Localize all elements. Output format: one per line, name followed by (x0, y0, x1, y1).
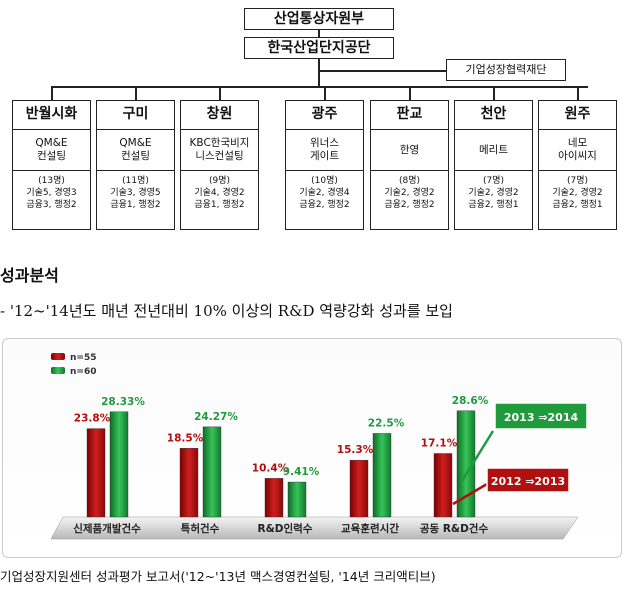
legend-label: n=55 (70, 353, 96, 363)
callout-arrow (460, 430, 495, 482)
category-label: 신제품개발건수 (73, 522, 141, 535)
connector (324, 86, 326, 100)
category-label: 교육훈련시간 (341, 522, 399, 535)
connector (51, 86, 588, 88)
chart-panel: n=55 n=60 23.8% 28.33% 신제품개발건수 18.5% 24.27% 특허… (2, 338, 622, 558)
connector (577, 86, 579, 100)
branch-box: 원주 네모 아이씨지 (7명) 기술2, 경영2 금융2, 행정1 (538, 100, 617, 230)
callout-box-2013-2014 (494, 402, 588, 430)
bar-value-label: 18.5% (167, 432, 204, 444)
bar-value-label: 24.27% (194, 411, 238, 423)
branch-consultant: 한영 (371, 130, 448, 171)
chart-bars: 23.8% 28.33% 신제품개발건수 18.5% 24.27% 특허건수 10.4%9.… (73, 395, 489, 535)
branch-consultant: KBC한국비지 니스컨설팅 (181, 130, 258, 171)
org-agency: 한국산업단지공단 (244, 37, 394, 59)
callout-box-2012-2013 (486, 467, 570, 493)
bar-value-label: 10.4% (252, 462, 289, 474)
connector (318, 70, 446, 72)
chart-callouts: 2013 ⇒2014 2012 ⇒2013 (452, 402, 588, 506)
bar-n55 (86, 428, 106, 518)
branch-name: 창원 (181, 101, 258, 130)
bar-value-label: 28.6% (452, 395, 489, 407)
connector (51, 86, 53, 100)
branch-box: 천안 메리트 (7명) 기술2, 경영2 금융2, 행정1 (454, 100, 533, 230)
section-subtitle: - '12~'14년도 매년 전년대비 10% 이상의 R&D 역량강화 성과를… (0, 302, 453, 320)
org-foundation: 기업성장협력재단 (446, 59, 566, 81)
bar-n60 (109, 411, 129, 518)
category-label: R&D인력수 (258, 522, 313, 535)
bar-value-label: 17.1% (421, 437, 458, 449)
branch-consultant: 네모 아이씨지 (539, 130, 616, 171)
branch-staff: (8명) 기술2, 경영2 금융2, 행정2 (384, 176, 435, 210)
branch-box: 광주 위너스 게이트 (10명) 기술2, 경영4 금융2, 행정2 (285, 100, 364, 230)
bar-n60 (456, 410, 476, 518)
branch-consultant: QM&E 컨설팅 (97, 130, 174, 171)
bar-n60 (202, 426, 222, 518)
category-label: 특허건수 (181, 522, 220, 535)
chart-base-platform (50, 516, 579, 540)
branch-consultant: QM&E 컨설팅 (13, 130, 90, 171)
legend-swatch (51, 353, 65, 360)
branch-consultant: 메리트 (455, 130, 532, 171)
branch-name: 판교 (371, 101, 448, 130)
branch-box: 판교 한영 (8명) 기술2, 경영2 금융2, 행정2 (370, 100, 449, 230)
bar-n60 (372, 433, 392, 518)
connector (493, 86, 495, 100)
category-label: 공동 R&D건수 (420, 522, 489, 535)
bar-value-label: 22.5% (368, 417, 405, 429)
bar-value-label: 15.3% (337, 444, 374, 456)
branch-staff: (7명) 기술2, 경영2 금융2, 행정1 (552, 176, 603, 210)
callout-label: 2012 ⇒2013 (491, 475, 565, 488)
connector (219, 86, 221, 100)
branch-staff: (9명) 기술4, 경영2 금융1, 행정2 (194, 176, 245, 210)
bar-n60 (287, 481, 307, 518)
connector (409, 86, 411, 100)
branch-name: 천안 (455, 101, 532, 130)
connector (135, 86, 137, 100)
branch-name: 광주 (286, 101, 363, 130)
branch-box: 반월시화 QM&E 컨설팅 (13명) 기술5, 경영3 금융3, 행정2 (12, 100, 91, 230)
footnote: 기업성장지원센터 성과평가 보고서('12~'13년 맥스경영컨설팅, '14년… (0, 569, 436, 584)
performance-bar-chart: n=55 n=60 23.8% 28.33% 신제품개발건수 18.5% 24.27% 특허… (50, 353, 588, 540)
branch-staff: (13명) 기술5, 경영3 금융3, 행정2 (26, 176, 77, 210)
branch-staff: (11명) 기술3, 경영5 금융1, 행정2 (110, 176, 161, 210)
branch-name: 구미 (97, 101, 174, 130)
legend-swatch (51, 367, 65, 374)
chart-legend: n=55 n=60 (51, 353, 96, 377)
section-title: 성과분석 (0, 266, 59, 285)
bar-value-label: 9.41% (283, 466, 320, 478)
bar-n55 (349, 459, 369, 518)
branch-staff: (7명) 기술2, 경영2 금융2, 행정1 (468, 176, 519, 210)
connector (318, 59, 320, 86)
bar-n55 (264, 478, 284, 518)
bar-value-label: 28.33% (101, 396, 145, 408)
branch-name: 원주 (539, 101, 616, 130)
callout-arrow (452, 482, 488, 506)
branch-box: 구미 QM&E 컨설팅 (11명) 기술3, 경영5 금융1, 행정2 (96, 100, 175, 230)
bar-n55 (179, 448, 199, 518)
branch-staff: (10명) 기술2, 경영4 금융2, 행정2 (299, 176, 350, 210)
callout-label: 2013 ⇒2014 (504, 411, 579, 424)
legend-label: n=60 (70, 367, 96, 377)
org-ministry: 산업통상자원부 (244, 8, 394, 30)
bar-n55 (433, 453, 453, 518)
branch-consultant: 위너스 게이트 (286, 130, 363, 171)
bar-value-label: 23.8% (74, 413, 111, 425)
branch-name: 반월시화 (13, 101, 90, 130)
branch-box: 창원 KBC한국비지 니스컨설팅 (9명) 기술4, 경영2 금융1, 행정2 (180, 100, 259, 230)
connector (318, 30, 320, 37)
